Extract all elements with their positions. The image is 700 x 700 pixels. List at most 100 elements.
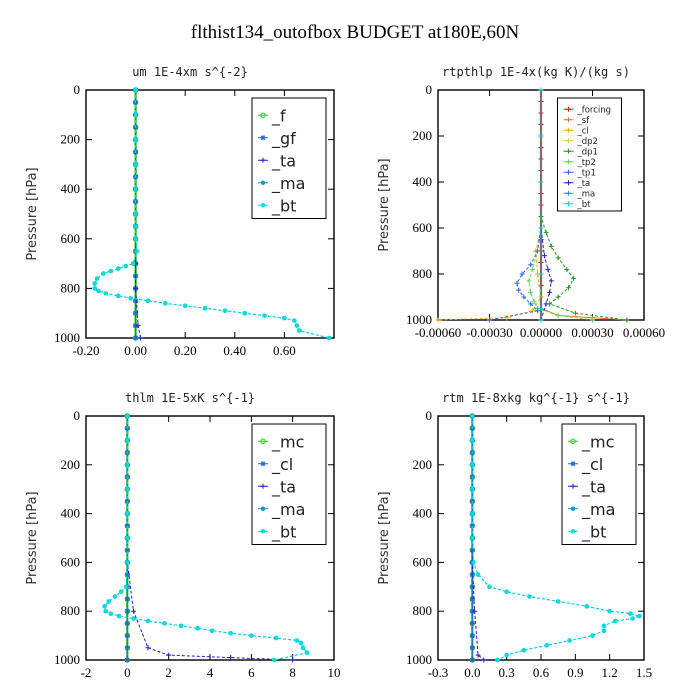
legend-label: _mc [581,432,614,452]
panel-2: rtpthlp 1E-4x(kg K)/(kg s) Pressure [hPa]… [377,65,665,340]
data-point [628,611,633,616]
data-point [133,87,138,93]
data-point [133,112,138,118]
data-point [555,255,561,261]
data-point [590,317,595,323]
data-point [116,613,122,619]
data-point [470,486,475,492]
data-point [282,315,287,321]
legend: _mc _cl_ta _ma_bt [251,423,327,545]
legend-marker [570,529,576,534]
panel-title: rtpthlp 1E-4x(kg K)/(kg s) [442,65,630,79]
series-line [540,90,552,321]
panel-1: um 1E-4xm s^{-2} Pressure [hPa] 0 200 400 600… [25,65,335,358]
data-point [469,547,475,553]
y-tick-label: 0 [74,82,81,97]
data-point [304,650,310,655]
panel-title: thlm 1E-5xK s^{-1} [125,391,255,405]
y-tick-label: 800 [61,603,81,618]
legend-label: _cl [271,455,293,475]
x-tick-label: 0.6 [533,665,550,680]
data-point [637,613,642,619]
data-point [435,317,441,323]
data-point [601,623,607,629]
data-point [123,263,128,269]
data-point [133,310,139,316]
data-point [133,186,138,192]
data-point [145,298,151,304]
data-point [124,633,130,639]
data-point [178,623,184,629]
x-tick-label: 0.0 [464,665,480,680]
data-point [544,643,549,648]
legend-label: _bt [581,522,606,542]
legend-box [561,423,637,545]
data-point [133,211,138,217]
data-point [128,296,133,301]
data-point [519,271,525,277]
data-point [521,647,527,653]
legend-box [251,97,327,219]
legend-label: _ta [271,477,296,497]
y-axis-label: Pressure [hPa] [25,167,40,260]
legend: _f _gf_ta _ma_bt [251,97,327,219]
data-point [487,317,492,323]
y-tick-label: 200 [413,128,433,143]
data-point [222,308,228,313]
x-tick-label: 1.5 [636,665,652,680]
legend-label: _ma [576,189,595,199]
legend-marker [565,148,571,154]
legend-marker [565,190,571,196]
y-axis-label: Pressure [hPa] [25,491,40,584]
data-point [545,266,551,272]
data-point [555,599,561,604]
legend-label: _f [271,106,286,126]
data-point [538,87,544,93]
data-point [103,291,109,296]
y-axis-label: Pressure [hPa] [377,491,392,584]
legend-label: _ta [576,179,590,189]
legend-marker [570,483,576,489]
x-tick-label: 2 [165,665,172,680]
data-point [528,262,534,268]
y-tick-label: 800 [61,280,81,295]
data-point [182,303,188,309]
panel-3: thlm 1E-5xK s^{-1} Pressure [hPa] 0 200 400 6… [25,391,341,680]
data-point [125,486,130,492]
y-axis-label: Pressure [hPa] [377,158,392,251]
y-tick-label: 400 [61,506,81,521]
data-point [538,317,544,323]
data-point [516,287,522,293]
x-tick-label: 0 [124,665,131,680]
data-point [131,616,136,621]
data-point [565,285,571,291]
data-point [624,317,630,323]
data-point [124,584,129,590]
legend-label: _dp1 [576,147,597,157]
legend-label: _tp1 [576,168,595,178]
data-point [521,294,527,300]
data-point [538,225,544,231]
legend-label: _mc [271,432,304,452]
legend-marker [565,159,571,165]
data-point [125,511,130,516]
data-point [130,261,136,266]
y-tick-label: 200 [61,457,81,472]
y-tick-label: 600 [61,554,81,569]
legend-label: _bt [271,196,296,216]
data-point [124,572,130,578]
data-point [202,305,208,311]
x-tick-label: -0.3 [428,665,449,680]
figure-title: flthist134_outofbox BUDGET at180E,60N [191,22,520,43]
data-point [630,616,635,621]
data-point [535,308,541,314]
legend-marker [565,127,571,133]
data-point [125,560,130,565]
data-point [475,572,481,577]
panel-4: rtm 1E-8xkg kg^{-1} s^{-1} Pressure [hPa]… [377,391,652,680]
data-point [108,268,114,274]
x-tick-label: 0.20 [174,343,197,358]
y-tick-label: 400 [413,506,433,521]
x-tick-label: 6 [248,665,255,680]
data-point [469,596,475,602]
